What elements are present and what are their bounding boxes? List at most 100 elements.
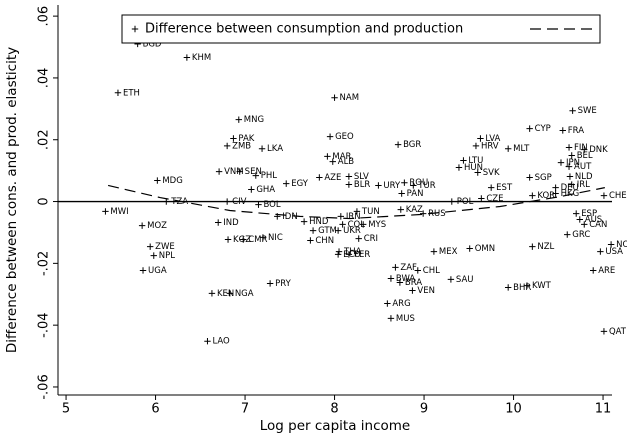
point [334,251,342,258]
point-label: GRC [572,230,590,240]
point-label: KAZ [406,205,423,215]
point [248,186,255,193]
point-label: BHR [513,283,531,293]
point-label: TUR [417,181,435,191]
point-label: CHE [609,191,627,201]
point-label: DNK [589,145,608,155]
point-label: ZAF [400,263,417,273]
point [529,243,536,250]
y-tick-label: -.06 [37,374,52,399]
y-tick-label: .04 [37,68,52,89]
point [526,174,533,181]
x-tick-label: 7 [241,402,249,417]
point-label: GTM [318,226,337,236]
point-label: UKR [343,226,361,236]
y-tick-label: -.04 [37,312,52,337]
point-label: MWI [110,207,128,217]
point [448,198,455,205]
point-label: USA [605,247,623,257]
point-label: AUT [574,162,592,172]
point-label: BRA [405,278,422,288]
point-label: IRN [346,212,361,222]
point-label: IRL [577,180,590,190]
point [590,267,597,274]
point [226,290,234,297]
point-label: GEO [335,132,354,142]
y-tick-label: .06 [37,6,52,27]
point [223,142,231,150]
point-label: MEX [439,247,458,257]
point-label: HND [309,217,329,227]
point [324,153,331,160]
point [335,248,343,255]
point-label: URY [383,181,401,191]
point-label: KHM [192,53,211,63]
point [430,248,438,255]
point [252,172,259,179]
legend-box [121,14,601,44]
legend-label: Difference between consumption and produ… [145,22,463,37]
point [150,252,157,259]
point-label: SGP [535,173,552,183]
point [375,182,382,189]
point [397,206,404,213]
point-label: CYP [535,124,551,134]
point-label: COL [348,220,366,230]
point-label: MYS [368,220,386,230]
point-label: MNG [244,115,264,125]
point-label: FRA [568,126,584,136]
point [396,279,404,286]
point-label: BOL [263,200,280,210]
point-label: SEN [245,167,262,177]
fit-line [107,184,605,220]
point [235,116,242,123]
y-tick-label: 0 [37,197,52,205]
point-label: LKA [267,144,283,154]
y-axis-label: Difference between cons. and prod. elast… [4,47,20,353]
point [387,275,395,282]
point [504,284,512,291]
x-tick-label: 8 [330,402,338,417]
point [114,89,122,96]
point-label: CZE [486,194,503,204]
point-label: UGA [148,266,167,276]
point-label: MAR [332,152,351,162]
point [392,264,399,271]
point [236,168,243,175]
point-label: CHN [315,236,334,246]
point [224,236,232,243]
point-label: KEN [217,289,234,299]
point [384,300,391,307]
point-label: TUN [361,207,380,217]
point [523,282,531,289]
point-label: ROU [409,178,428,188]
x-tick-label: 5 [62,402,70,417]
point [163,198,170,205]
point-label: AUS [585,215,602,225]
point-label: HUN [464,163,483,173]
point [569,107,576,114]
point [600,328,608,335]
legend: Difference between consumption and produ… [121,14,601,44]
point-label: ETH [123,88,140,98]
point-label: NZL [537,242,554,252]
point-label: NIC [268,233,283,243]
point [447,276,455,283]
point-label: MUS [396,314,415,324]
point-label: LTU [468,156,483,166]
point-label: FIN [574,143,588,153]
point [487,184,495,191]
point [223,198,231,205]
point [345,173,353,180]
point-label: PAN [407,189,424,199]
point-label: AZE [324,173,341,183]
point [414,267,421,274]
x-tick-label: 10 [505,402,522,417]
point [215,168,223,175]
x-tick-label: 11 [595,402,612,417]
point [208,290,216,297]
x-axis-label: Log per capita income [260,418,410,434]
point-label: VEN [417,286,435,296]
point-label: GHA [256,185,275,195]
